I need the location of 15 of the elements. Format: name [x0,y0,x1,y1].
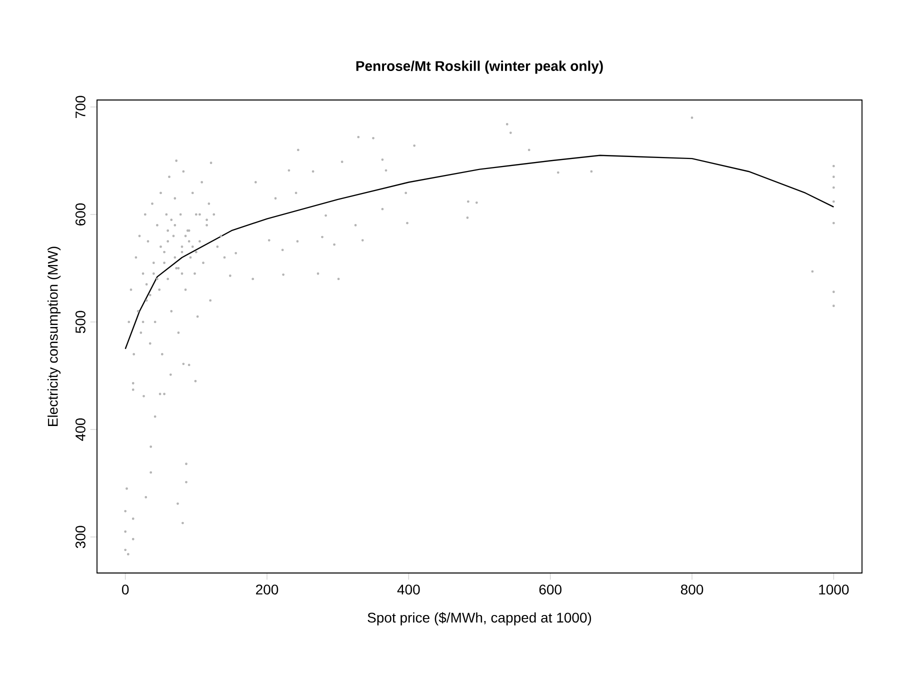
y-axis-title: Electricity consumption (MW) [48,246,61,426]
x-tick-label: 0 [122,584,129,595]
x-tick-label: 200 [256,584,278,595]
y-tick-label: 300 [76,526,86,548]
y-tick-label: 600 [76,203,86,226]
x-tick-label: 600 [539,584,562,595]
x-axis-title: Spot price ($/MWh, capped at 1000) [368,612,592,626]
line-series [124,154,834,350]
x-tick-label: 800 [680,584,704,595]
x-tick-label: 400 [397,584,420,595]
chart-title: Penrose/Mt Roskill (winter peak only) [356,60,603,74]
y-tick-label: 500 [76,310,86,334]
y-tick-label: 400 [76,418,86,441]
y-tick-label: 700 [76,96,86,118]
x-tick-label: 1000 [819,584,849,595]
